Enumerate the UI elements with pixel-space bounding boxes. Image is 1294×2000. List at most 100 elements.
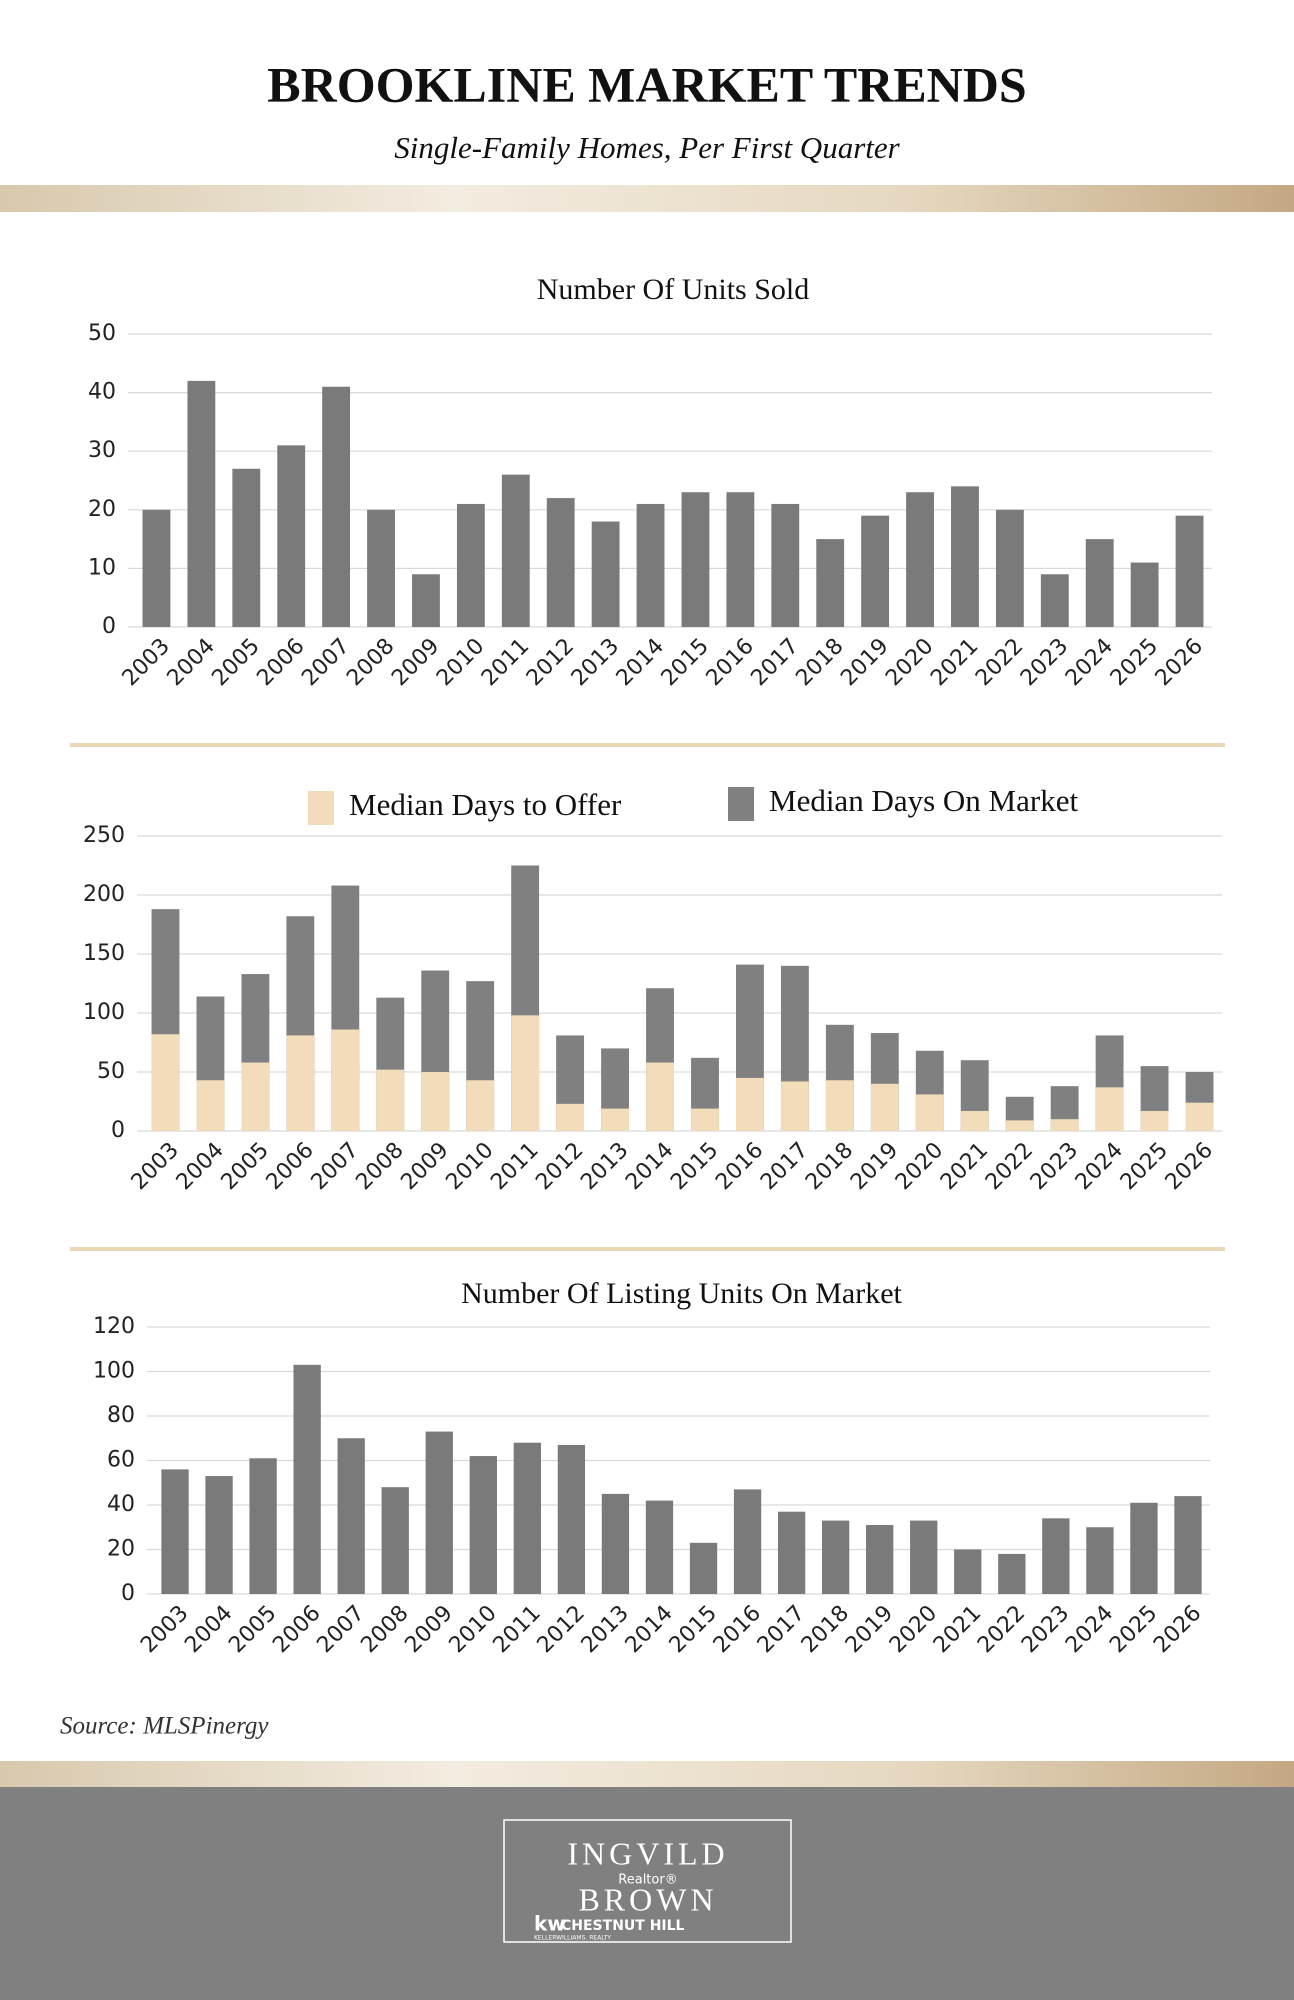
legend-label: Median Days to Offer bbox=[349, 787, 622, 822]
logo-company: KELLERWILLIAMS. REALTY bbox=[534, 1935, 611, 1942]
y-tick-label: 50 bbox=[97, 1059, 125, 1084]
bar bbox=[1005, 1120, 1034, 1131]
bar bbox=[995, 509, 1024, 627]
bar bbox=[870, 1083, 899, 1131]
bar bbox=[910, 1520, 938, 1594]
x-tick-label: 2022 bbox=[973, 1601, 1030, 1658]
x-tick-label: 2020 bbox=[881, 634, 938, 691]
x-tick-label: 2026 bbox=[1161, 1138, 1218, 1195]
bar bbox=[1095, 1087, 1124, 1131]
x-tick-label: 2013 bbox=[577, 1601, 634, 1658]
bar bbox=[691, 1108, 719, 1131]
y-tick-label: 30 bbox=[88, 438, 116, 463]
bar bbox=[825, 1080, 854, 1131]
x-tick-label: 2021 bbox=[926, 634, 983, 691]
x-tick-label: 2023 bbox=[1026, 1138, 1083, 1195]
page-title: BROOKLINE MARKET TRENDS bbox=[267, 56, 1026, 112]
x-tick-label: 2005 bbox=[217, 1138, 274, 1195]
bar bbox=[466, 1080, 495, 1131]
x-tick-label: 2026 bbox=[1151, 634, 1208, 691]
y-tick-label: 50 bbox=[88, 321, 116, 346]
bar bbox=[1175, 515, 1204, 627]
bar bbox=[546, 498, 575, 627]
bar bbox=[601, 1108, 629, 1131]
x-tick-label: 2004 bbox=[163, 634, 220, 691]
x-tick-label: 2006 bbox=[262, 1138, 319, 1195]
bar bbox=[1085, 539, 1114, 627]
bar bbox=[331, 1029, 360, 1131]
bar bbox=[142, 509, 171, 627]
y-tick-label: 0 bbox=[121, 1581, 135, 1606]
bar bbox=[591, 521, 620, 627]
legend-swatch bbox=[308, 791, 334, 825]
y-tick-label: 200 bbox=[83, 882, 125, 907]
x-tick-label: 2017 bbox=[756, 1138, 813, 1195]
bar bbox=[861, 515, 890, 627]
y-tick-label: 0 bbox=[102, 614, 116, 639]
x-tick-label: 2023 bbox=[1017, 1601, 1074, 1658]
bar bbox=[689, 1542, 718, 1594]
gold-band bbox=[0, 185, 1294, 212]
bar bbox=[249, 1458, 277, 1594]
x-tick-label: 2018 bbox=[797, 1601, 854, 1658]
x-tick-label: 2017 bbox=[747, 634, 804, 691]
x-tick-label: 2015 bbox=[657, 634, 714, 691]
y-tick-label: 40 bbox=[107, 1492, 135, 1517]
x-tick-label: 2011 bbox=[489, 1601, 546, 1658]
x-tick-label: 2018 bbox=[791, 634, 848, 691]
x-tick-label: 2021 bbox=[936, 1138, 993, 1195]
y-tick-label: 100 bbox=[93, 1359, 135, 1384]
logo-box bbox=[503, 1819, 792, 1943]
bar bbox=[960, 1110, 989, 1131]
x-tick-label: 2011 bbox=[477, 634, 534, 691]
x-tick-label: 2015 bbox=[665, 1601, 722, 1658]
x-tick-label: 2021 bbox=[929, 1601, 986, 1658]
x-tick-label: 2015 bbox=[666, 1138, 723, 1195]
bar bbox=[636, 503, 665, 627]
bar bbox=[456, 503, 485, 627]
x-tick-label: 2011 bbox=[486, 1138, 543, 1195]
footer bbox=[0, 1787, 1294, 2000]
y-tick-label: 0 bbox=[111, 1118, 125, 1143]
x-tick-label: 2012 bbox=[533, 1601, 590, 1658]
y-tick-label: 250 bbox=[83, 823, 125, 848]
x-tick-label: 2009 bbox=[387, 634, 444, 691]
x-tick-label: 2008 bbox=[356, 1601, 413, 1658]
x-tick-label: 2019 bbox=[846, 1138, 903, 1195]
x-tick-label: 2020 bbox=[885, 1601, 942, 1658]
y-tick-label: 60 bbox=[107, 1448, 135, 1473]
bar bbox=[646, 1062, 674, 1131]
x-tick-label: 2025 bbox=[1116, 1138, 1173, 1195]
x-tick-label: 2020 bbox=[891, 1138, 948, 1195]
bar bbox=[777, 1511, 806, 1594]
logo-name: INGVILD bbox=[567, 1835, 728, 1871]
bar bbox=[381, 1487, 409, 1594]
y-tick-label: 120 bbox=[93, 1314, 135, 1339]
bar bbox=[1130, 562, 1159, 627]
x-tick-label: 2014 bbox=[621, 1138, 678, 1195]
x-tick-label: 2006 bbox=[252, 634, 309, 691]
y-tick-label: 40 bbox=[88, 380, 116, 405]
bar bbox=[151, 1034, 180, 1131]
bar bbox=[645, 1500, 674, 1594]
x-tick-label: 2007 bbox=[312, 1601, 369, 1658]
x-tick-label: 2013 bbox=[576, 1138, 633, 1195]
bar bbox=[513, 1442, 542, 1594]
page-subtitle: Single-Family Homes, Per First Quarter bbox=[394, 130, 900, 165]
x-tick-label: 2014 bbox=[612, 634, 669, 691]
x-tick-label: 2004 bbox=[180, 1601, 237, 1658]
chart-title: Number Of Units Sold bbox=[537, 273, 810, 306]
bar bbox=[286, 1035, 315, 1131]
x-tick-label: 2006 bbox=[268, 1601, 325, 1658]
x-tick-label: 2026 bbox=[1149, 1601, 1206, 1658]
bar bbox=[1040, 574, 1069, 627]
bar bbox=[1042, 1518, 1070, 1594]
x-tick-label: 2016 bbox=[709, 1601, 766, 1658]
bar bbox=[421, 1072, 450, 1131]
bar bbox=[556, 1103, 585, 1131]
bar bbox=[954, 1549, 982, 1594]
x-tick-label: 2007 bbox=[297, 634, 354, 691]
logo-role: Realtor® bbox=[618, 1873, 677, 1888]
bar bbox=[736, 1077, 764, 1131]
